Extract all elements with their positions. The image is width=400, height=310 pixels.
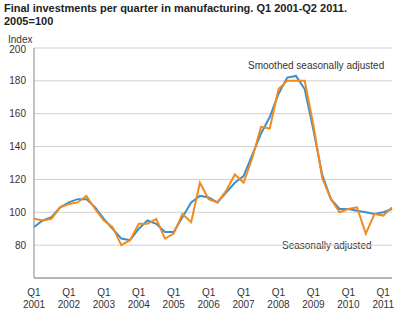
html-text:Final investments per quarter: Final investments per quarter in manufac…	[4, 2, 347, 27]
html-text:Smoothed seasonally adjusted: Smoothed seasonally adjusted	[248, 60, 385, 71]
svg-text:Q12004: Q12004	[128, 287, 151, 308]
svg-text:100: 100	[9, 207, 26, 218]
svg-text:140: 140	[9, 141, 26, 152]
svg-text:80: 80	[15, 240, 27, 251]
html-text:Seasonally adjusted: Seasonally adjusted	[282, 240, 372, 251]
svg-text:Q12001: Q12001	[23, 287, 46, 308]
svg-text:Q12007: Q12007	[232, 287, 255, 308]
svg-text:120: 120	[9, 174, 26, 185]
svg-text:160: 160	[9, 108, 26, 119]
svg-text:Q12002: Q12002	[58, 287, 81, 308]
svg-text:Q12010: Q12010	[337, 287, 360, 308]
svg-text:Q12003: Q12003	[93, 287, 116, 308]
svg-text:Q12011: Q12011	[373, 287, 392, 308]
svg-text:Q12009: Q12009	[302, 287, 325, 308]
svg-text:Q12006: Q12006	[198, 287, 221, 308]
svg-text:200: 200	[9, 44, 26, 55]
svg-text:Q12008: Q12008	[267, 287, 290, 308]
svg-text:Q12005: Q12005	[163, 287, 186, 308]
html-text:Index: Index	[8, 34, 33, 45]
svg-text:180: 180	[9, 75, 26, 86]
